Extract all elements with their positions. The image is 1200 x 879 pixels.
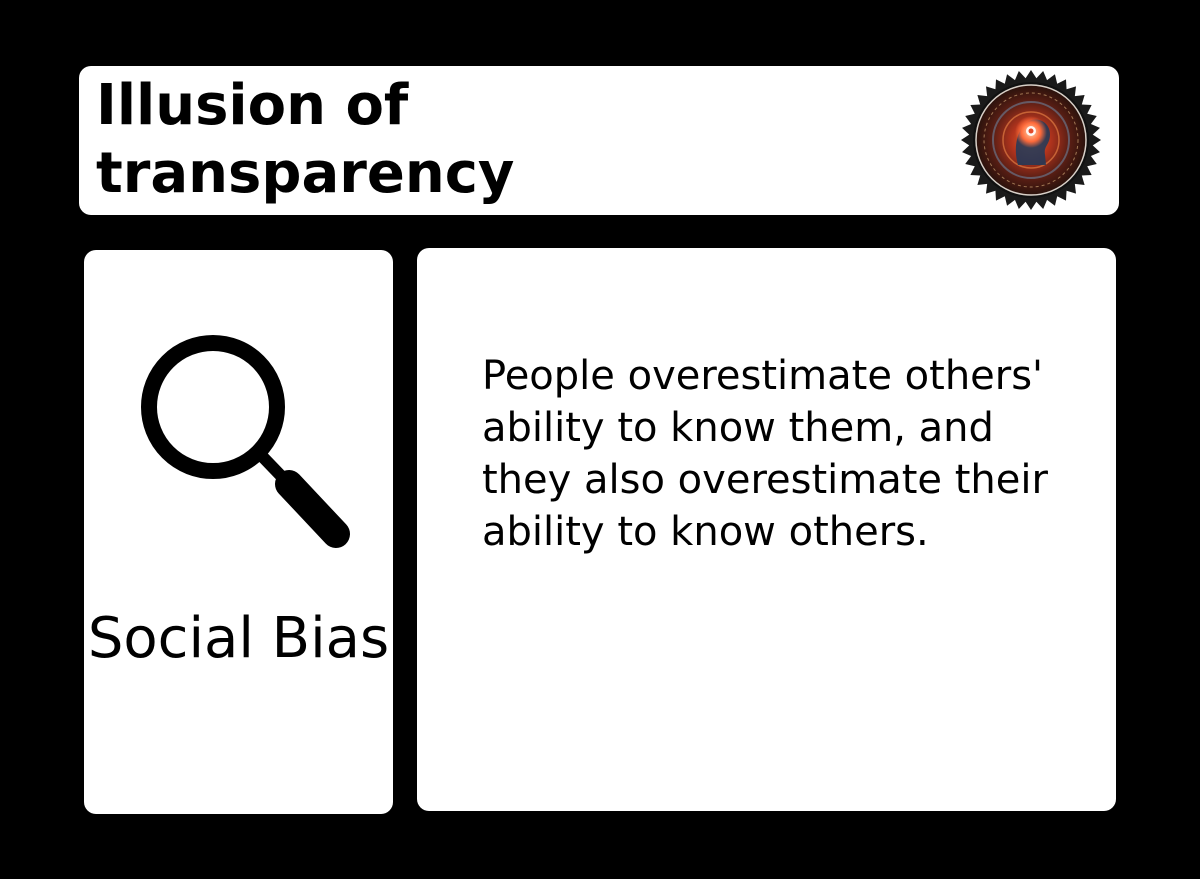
bias-description: People overestimate others' ability to k… <box>482 353 1048 555</box>
card-title: Illusion of transparency <box>96 73 515 206</box>
description-panel: People overestimate others' ability to k… <box>417 248 1116 811</box>
category-panel: Social Bias <box>84 250 393 814</box>
magnifying-glass-icon <box>141 335 350 548</box>
title-panel: Illusion of transparency <box>79 66 1119 215</box>
category-label: Social Bias <box>87 606 390 671</box>
cognitive-bias-seal-icon <box>961 70 1101 210</box>
